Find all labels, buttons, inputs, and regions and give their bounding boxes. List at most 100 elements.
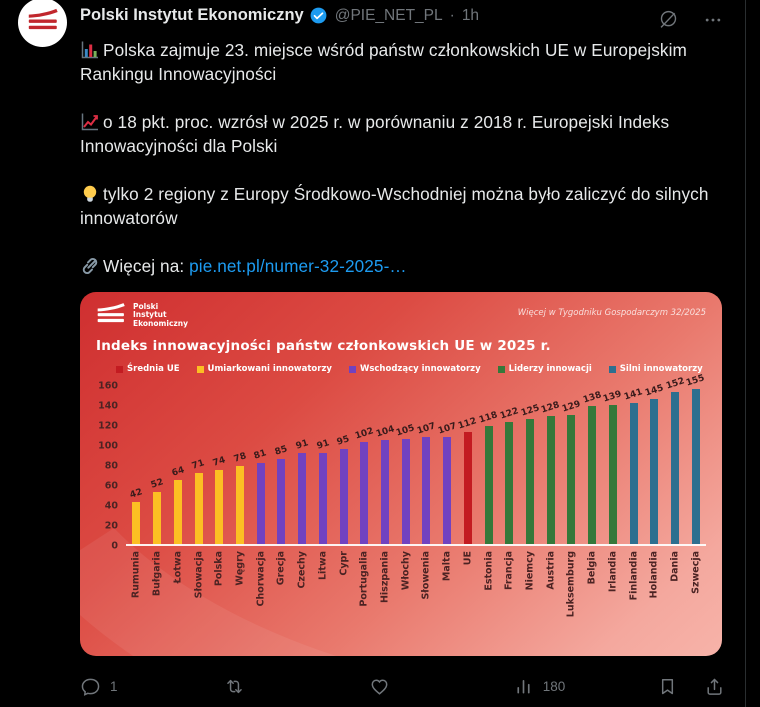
bar bbox=[567, 415, 576, 544]
bar-value-label: 102 bbox=[353, 426, 375, 442]
legend-label: Wschodzący innowatorzy bbox=[359, 364, 481, 374]
x-label-cell: Włochy bbox=[395, 546, 416, 642]
tweet-paragraph: Więcej na: pie.net.pl/numer-32-2025-… bbox=[80, 254, 729, 278]
bar-column: 81 bbox=[250, 448, 271, 544]
x-label-cell: Słowacja bbox=[188, 546, 209, 642]
legend-item: Silni innowatorzy bbox=[608, 364, 703, 374]
share-button[interactable] bbox=[704, 676, 725, 697]
x-label-cell: Dania bbox=[665, 546, 686, 642]
bar-value-label: 74 bbox=[211, 455, 227, 469]
x-axis-label: Irlandia bbox=[607, 551, 619, 593]
plot-area: 42 52 64 71 74 78 81 85 91 91 95 102 104 105 107 107 112… bbox=[126, 373, 706, 642]
x-label-cell: Austria bbox=[540, 546, 561, 642]
bar bbox=[526, 419, 535, 544]
tweet-body: Polska zajmuje 23. miejsce wśród państw … bbox=[80, 38, 729, 278]
bar-column: 71 bbox=[188, 458, 209, 544]
x-axis-label: Dania bbox=[669, 551, 681, 582]
bar-chart-emoji bbox=[80, 40, 100, 60]
bar bbox=[318, 453, 327, 544]
author-line: Polski Instytut Ekonomiczny @PIE_NET_PL … bbox=[80, 6, 479, 25]
share-icon bbox=[704, 676, 725, 697]
bar-value-label: 81 bbox=[253, 448, 269, 462]
infographic-content: Polski Instytut Ekonomiczny Więcej w Tyg… bbox=[80, 292, 722, 656]
tweet-time[interactable]: 1h bbox=[461, 6, 480, 24]
reply-icon bbox=[80, 676, 101, 697]
column-divider bbox=[745, 0, 746, 707]
bar-column: 91 bbox=[292, 438, 313, 544]
tweet-text: Polska zajmuje 23. miejsce wśród państw … bbox=[80, 40, 687, 84]
bar bbox=[505, 422, 514, 544]
avatar[interactable] bbox=[18, 0, 67, 47]
views-button[interactable]: 180 bbox=[513, 676, 657, 697]
repost-button[interactable] bbox=[224, 676, 368, 697]
pie-logo-icon bbox=[27, 8, 59, 37]
views-icon bbox=[513, 676, 534, 697]
x-axis-label: Szwecja bbox=[690, 551, 702, 594]
y-tick-label: 160 bbox=[98, 380, 118, 392]
tweet-text: tylko 2 regiony z Europy Środkowo-Wschod… bbox=[80, 184, 709, 228]
x-label-cell: Grecja bbox=[271, 546, 292, 642]
bar bbox=[153, 492, 162, 544]
bar-column: 91 bbox=[312, 438, 333, 544]
bar-value-label: 71 bbox=[191, 458, 207, 472]
bar bbox=[443, 437, 452, 544]
bar-column: 118 bbox=[478, 410, 500, 544]
bar-value-label: 138 bbox=[581, 390, 603, 406]
bar bbox=[215, 470, 224, 544]
x-label-cell: Holandia bbox=[644, 546, 665, 642]
tweet-text: o 18 pkt. proc. wzrósł w 2025 r. w porów… bbox=[80, 112, 670, 156]
x-label-cell: Węgry bbox=[230, 546, 251, 642]
bar-value-label: 155 bbox=[685, 373, 707, 389]
infographic-image[interactable]: Polski Instytut Ekonomiczny Więcej w Tyg… bbox=[80, 292, 722, 656]
source-note: Więcej w Tygodniku Gospodarczym 32/2025 bbox=[517, 308, 706, 318]
bar-value-label: 125 bbox=[519, 403, 541, 419]
x-axis-label: Czechy bbox=[296, 551, 308, 589]
x-axis-label: Francja bbox=[503, 551, 515, 591]
x-axis-labels: Rumunia Bułgaria Łotwa Słowacja Polska Węgry C… bbox=[126, 546, 706, 642]
like-button[interactable] bbox=[369, 676, 513, 697]
verified-badge-icon bbox=[309, 6, 328, 25]
y-tick-label: 120 bbox=[98, 420, 118, 432]
x-axis-label: Litwa bbox=[317, 551, 329, 581]
retweet-icon bbox=[224, 676, 245, 697]
legend-swatch bbox=[348, 365, 356, 373]
x-axis-label: Słowenia bbox=[420, 551, 432, 600]
x-label-cell: Finlandia bbox=[623, 546, 644, 642]
x-axis-label: Belgia bbox=[586, 551, 598, 585]
bar-column: 139 bbox=[602, 389, 623, 544]
bar-value-label: 118 bbox=[478, 410, 500, 426]
bar-column: 104 bbox=[374, 424, 395, 544]
y-tick-label: 20 bbox=[104, 520, 118, 532]
x-label-cell: Polska bbox=[209, 546, 230, 642]
x-label-cell: Irlandia bbox=[603, 546, 624, 642]
bar-value-label: 152 bbox=[664, 376, 686, 392]
bar-value-label: 145 bbox=[643, 383, 665, 399]
bookmark-icon bbox=[657, 676, 678, 697]
grok-icon[interactable] bbox=[658, 9, 679, 30]
bar-value-label: 129 bbox=[560, 399, 582, 415]
bar bbox=[132, 502, 141, 544]
bookmark-button[interactable] bbox=[657, 676, 678, 697]
x-axis-label: Grecja bbox=[275, 551, 287, 586]
x-axis-label: Malta bbox=[441, 551, 453, 582]
pie-brand: Polski Instytut Ekonomiczny bbox=[96, 302, 188, 329]
tweet-text: Więcej na: bbox=[103, 256, 190, 276]
bar-column: 155 bbox=[685, 373, 707, 544]
author-name[interactable]: Polski Instytut Ekonomiczny bbox=[80, 6, 304, 24]
tweet-link[interactable]: pie.net.pl/numer-32-2025-… bbox=[189, 256, 407, 276]
bar bbox=[360, 442, 369, 544]
bar bbox=[339, 449, 348, 544]
reply-button[interactable]: 1 bbox=[80, 676, 224, 697]
tweet-paragraph: tylko 2 regiony z Europy Środkowo-Wschod… bbox=[80, 182, 729, 230]
bar bbox=[650, 399, 659, 544]
x-axis-label: Rumunia bbox=[130, 551, 142, 599]
tweet: Polski Instytut Ekonomiczny @PIE_NET_PL … bbox=[18, 0, 729, 697]
tweet-paragraph: o 18 pkt. proc. wzrósł w 2025 r. w porów… bbox=[80, 110, 729, 158]
chart-title: Indeks innowacyjności państw członkowski… bbox=[96, 338, 551, 354]
more-icon[interactable] bbox=[703, 10, 723, 30]
author-handle[interactable]: @PIE_NET_PL bbox=[334, 6, 443, 24]
tweet-actions: 1 180 bbox=[80, 676, 725, 697]
chart-increasing-emoji bbox=[80, 112, 100, 132]
x-label-cell: Litwa bbox=[312, 546, 333, 642]
x-label-cell: Bułgaria bbox=[147, 546, 168, 642]
